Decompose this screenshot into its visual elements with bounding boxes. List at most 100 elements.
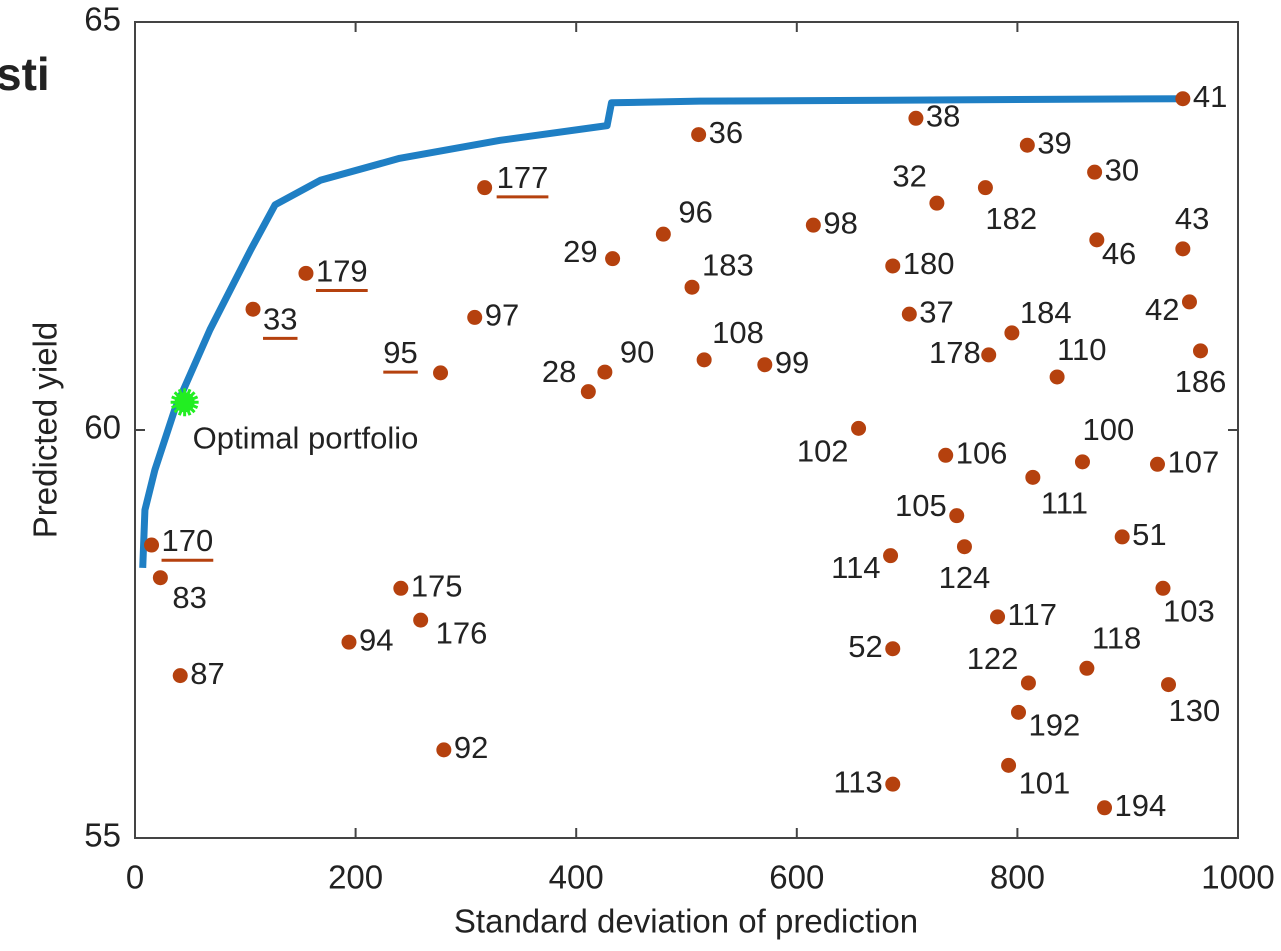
point — [1011, 704, 1027, 720]
point-label: 176 — [436, 615, 488, 650]
point — [298, 265, 314, 281]
point — [655, 226, 671, 242]
point-label: 43 — [1175, 201, 1209, 236]
point — [1079, 660, 1095, 676]
point-label: 29 — [563, 234, 597, 269]
point-label: 96 — [678, 194, 712, 229]
point — [956, 539, 972, 555]
point — [477, 180, 493, 196]
point — [245, 301, 261, 317]
point — [1175, 91, 1191, 107]
point-label: 101 — [1019, 766, 1071, 801]
point-label: 170 — [162, 523, 214, 558]
point-label: 32 — [892, 158, 926, 193]
point — [341, 634, 357, 650]
point-label: 110 — [1057, 332, 1106, 367]
x-tick-label: 200 — [328, 859, 383, 896]
point-label: 100 — [1082, 412, 1134, 447]
x-tick-label: 0 — [126, 859, 144, 896]
x-tick-label: 1000 — [1201, 859, 1274, 896]
y-tick-label: 60 — [84, 409, 121, 446]
point-label: 98 — [823, 205, 857, 240]
x-axis-label: Standard deviation of prediction — [454, 903, 918, 940]
point — [1161, 677, 1177, 693]
point — [433, 365, 449, 381]
point-label: 180 — [903, 246, 955, 281]
point — [393, 580, 409, 596]
point — [981, 347, 997, 363]
x-tick-label: 600 — [769, 859, 824, 896]
point-label: 102 — [797, 434, 849, 469]
point — [597, 364, 613, 380]
point-label: 94 — [359, 622, 393, 657]
point-label: 107 — [1167, 444, 1219, 479]
point — [1097, 800, 1113, 816]
annotation: Optimal portfolio — [193, 420, 419, 455]
point-label: 179 — [316, 254, 368, 289]
point — [885, 641, 901, 657]
point-label: 114 — [831, 550, 880, 585]
point-label: 108 — [712, 315, 764, 350]
point-label: 111 — [1041, 486, 1088, 521]
point-label: 113 — [833, 764, 882, 799]
point — [929, 195, 945, 211]
optimal-point — [174, 392, 195, 413]
point-label: 182 — [985, 201, 1037, 236]
point — [1049, 369, 1065, 385]
point-label: 192 — [1029, 708, 1081, 743]
point-label: 183 — [702, 247, 754, 282]
point — [1089, 232, 1105, 248]
point — [691, 127, 707, 143]
point — [908, 110, 924, 126]
point — [1074, 454, 1090, 470]
point — [1001, 757, 1017, 773]
point-label: 39 — [1037, 125, 1071, 160]
point — [467, 309, 483, 325]
point-label: 51 — [1132, 517, 1166, 552]
point — [144, 537, 160, 553]
point — [805, 217, 821, 233]
point-label: 106 — [956, 435, 1008, 470]
point-label: 95 — [383, 335, 417, 370]
point — [1020, 675, 1036, 691]
point-label: 194 — [1115, 788, 1167, 823]
point-label: 124 — [939, 560, 991, 595]
point — [436, 742, 452, 758]
point-label: 37 — [919, 294, 953, 329]
y-tick-label: 55 — [84, 817, 121, 854]
point-label: 30 — [1105, 152, 1139, 187]
point — [1192, 343, 1208, 359]
point-label: 28 — [542, 354, 576, 389]
point — [1025, 469, 1041, 485]
point-label: 33 — [263, 301, 297, 336]
point — [757, 357, 773, 373]
point — [1004, 325, 1020, 341]
point-label: 118 — [1092, 620, 1141, 655]
y-axis-label: Predicted yield — [27, 322, 64, 538]
point-label: 92 — [454, 730, 488, 765]
point — [1114, 529, 1130, 545]
point — [1181, 294, 1197, 310]
point — [938, 447, 954, 463]
point — [413, 612, 429, 628]
point-label: 36 — [709, 115, 743, 150]
point — [580, 384, 596, 400]
point-label: 42 — [1145, 292, 1179, 327]
point — [1149, 456, 1165, 472]
point — [851, 420, 867, 436]
point-label: 41 — [1193, 79, 1227, 114]
point — [949, 508, 965, 524]
point-label: 117 — [1008, 597, 1057, 632]
point-label: 122 — [967, 641, 1019, 676]
point — [605, 251, 621, 267]
x-tick-label: 800 — [990, 859, 1045, 896]
point — [1019, 137, 1035, 153]
point-label: 46 — [1102, 236, 1136, 271]
point — [885, 258, 901, 274]
point-label: 99 — [775, 345, 809, 380]
point-label: 97 — [485, 298, 519, 333]
point — [1175, 241, 1191, 257]
point — [883, 548, 899, 564]
point-label: 103 — [1163, 593, 1215, 628]
